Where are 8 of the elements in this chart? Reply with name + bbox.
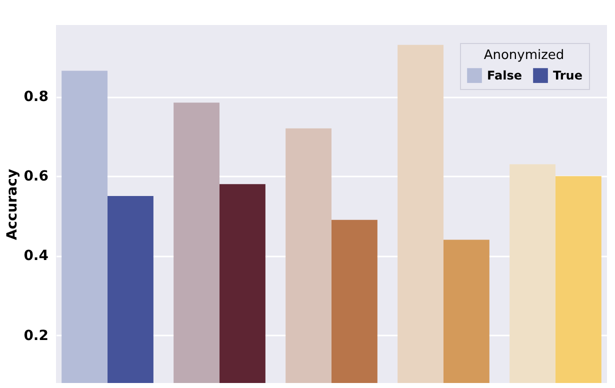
- legend-title: Anonymized: [484, 48, 564, 63]
- legend-label: True: [553, 68, 582, 83]
- y-tick-label: 0.8: [24, 89, 48, 106]
- y-tick-label: 0.6: [24, 168, 48, 185]
- legend-label: False: [487, 68, 522, 83]
- y-tick-label: 0.4: [24, 248, 49, 264]
- y-tick-label: 0.2: [24, 328, 48, 344]
- y-axis-title: Accuracy: [4, 168, 21, 240]
